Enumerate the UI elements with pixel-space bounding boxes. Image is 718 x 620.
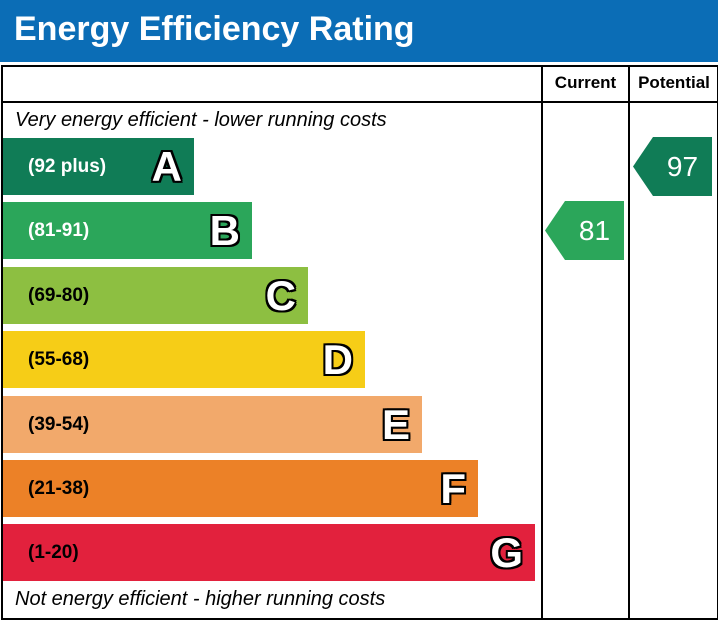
band-a-range: (92 plus)	[28, 156, 107, 177]
chart-title: Energy Efficiency Rating	[14, 10, 415, 48]
current-rating-value: 81	[578, 215, 611, 246]
potential-column-divider	[628, 65, 630, 620]
potential-rating-value: 97	[666, 151, 699, 182]
band-f: (21-38) F	[3, 460, 478, 517]
current-rating-marker: 81	[545, 201, 624, 260]
header-row-divider	[1, 101, 718, 103]
band-c: (69-80) C	[3, 267, 308, 324]
band-g: (1-20) G	[3, 524, 535, 581]
band-f-letter: F	[440, 465, 466, 512]
band-e: (39-54) E	[3, 396, 422, 453]
band-d-range: (55-68)	[28, 349, 90, 370]
band-b-range: (81-91)	[28, 220, 90, 241]
band-e-range: (39-54)	[28, 414, 90, 435]
current-marker-arrow	[545, 201, 624, 260]
current-marker-shape	[545, 201, 624, 260]
current-column-divider	[541, 65, 543, 620]
potential-marker-arrow	[633, 137, 712, 196]
band-d-letter: D	[322, 336, 353, 383]
band-a-letter: A	[151, 143, 182, 190]
band-f-range: (21-38)	[28, 478, 90, 499]
potential-marker-shape	[633, 137, 712, 196]
band-b: (81-91) B	[3, 202, 252, 259]
band-e-letter: E	[381, 401, 410, 448]
band-b-letter: B	[209, 207, 240, 254]
band-c-range: (69-80)	[28, 285, 90, 306]
band-a: (92 plus) A	[3, 138, 194, 195]
band-g-letter: G	[490, 529, 523, 576]
potential-rating-marker: 97	[633, 137, 712, 196]
header-bar: Energy Efficiency Rating	[0, 0, 718, 62]
band-g-range: (1-20)	[28, 542, 79, 563]
band-d: (55-68) D	[3, 331, 365, 388]
current-column-header: Current	[554, 73, 617, 92]
potential-column-header: Potential	[638, 73, 710, 92]
band-c-letter: C	[265, 272, 296, 319]
top-note: Very energy efficient - lower running co…	[15, 109, 387, 131]
bottom-note: Not energy efficient - higher running co…	[15, 588, 386, 610]
